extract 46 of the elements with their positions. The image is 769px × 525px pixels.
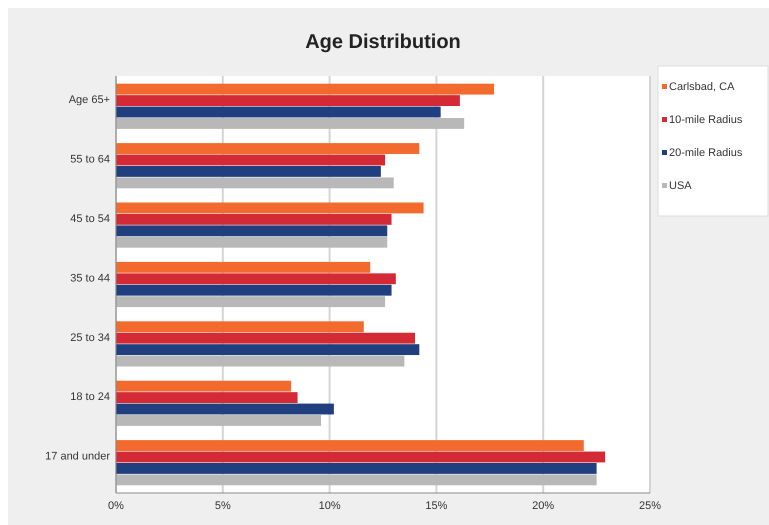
legend-label: 20-mile Radius: [669, 146, 743, 159]
bar: [116, 332, 416, 344]
legend-label: Carlsbad, CA: [669, 80, 736, 93]
bar: [116, 344, 420, 356]
bar: [116, 356, 404, 366]
x-tick-label: 0%: [108, 500, 124, 512]
bar: [116, 177, 394, 188]
y-tick-label: 45 to 54: [70, 213, 110, 226]
bar: [116, 225, 388, 236]
bar: [116, 284, 392, 296]
bar: [116, 392, 298, 404]
bar: [116, 154, 386, 166]
x-tick-label: 10%: [318, 500, 341, 512]
bar: [116, 273, 396, 284]
y-tick-label: 18 to 24: [70, 391, 110, 404]
bar: [116, 202, 424, 214]
bar: [116, 380, 292, 392]
bar: [116, 95, 460, 106]
bar: [116, 474, 597, 486]
y-tick-label: 55 to 64: [70, 154, 110, 166]
y-tick-label: 17 and under: [45, 450, 110, 463]
y-tick-label: Age 65+: [68, 94, 110, 106]
y-tick-label: 25 to 34: [70, 332, 110, 344]
x-tick-label: 5%: [214, 500, 231, 512]
x-tick-label: 25%: [638, 500, 662, 512]
bar: [116, 296, 386, 308]
bar: [116, 462, 597, 474]
bar: [116, 106, 441, 118]
legend-label: 10-mile Radius: [669, 114, 743, 126]
bar: [116, 262, 370, 273]
bar: [116, 118, 464, 129]
bar: [116, 321, 364, 332]
chart-title: Age Distribution: [305, 31, 461, 53]
bar: [116, 143, 420, 154]
bar: [116, 214, 392, 225]
bar: [116, 404, 334, 414]
x-tick-label: 15%: [425, 500, 448, 512]
bar: [116, 84, 494, 95]
bar: [116, 236, 388, 248]
y-tick-label: 35 to 44: [70, 272, 110, 284]
legend-label: USA: [669, 180, 692, 192]
bar: [116, 440, 584, 451]
bar: [116, 166, 381, 177]
bar: [116, 452, 606, 462]
bar: [116, 415, 322, 426]
x-tick-label: 20%: [532, 500, 554, 512]
